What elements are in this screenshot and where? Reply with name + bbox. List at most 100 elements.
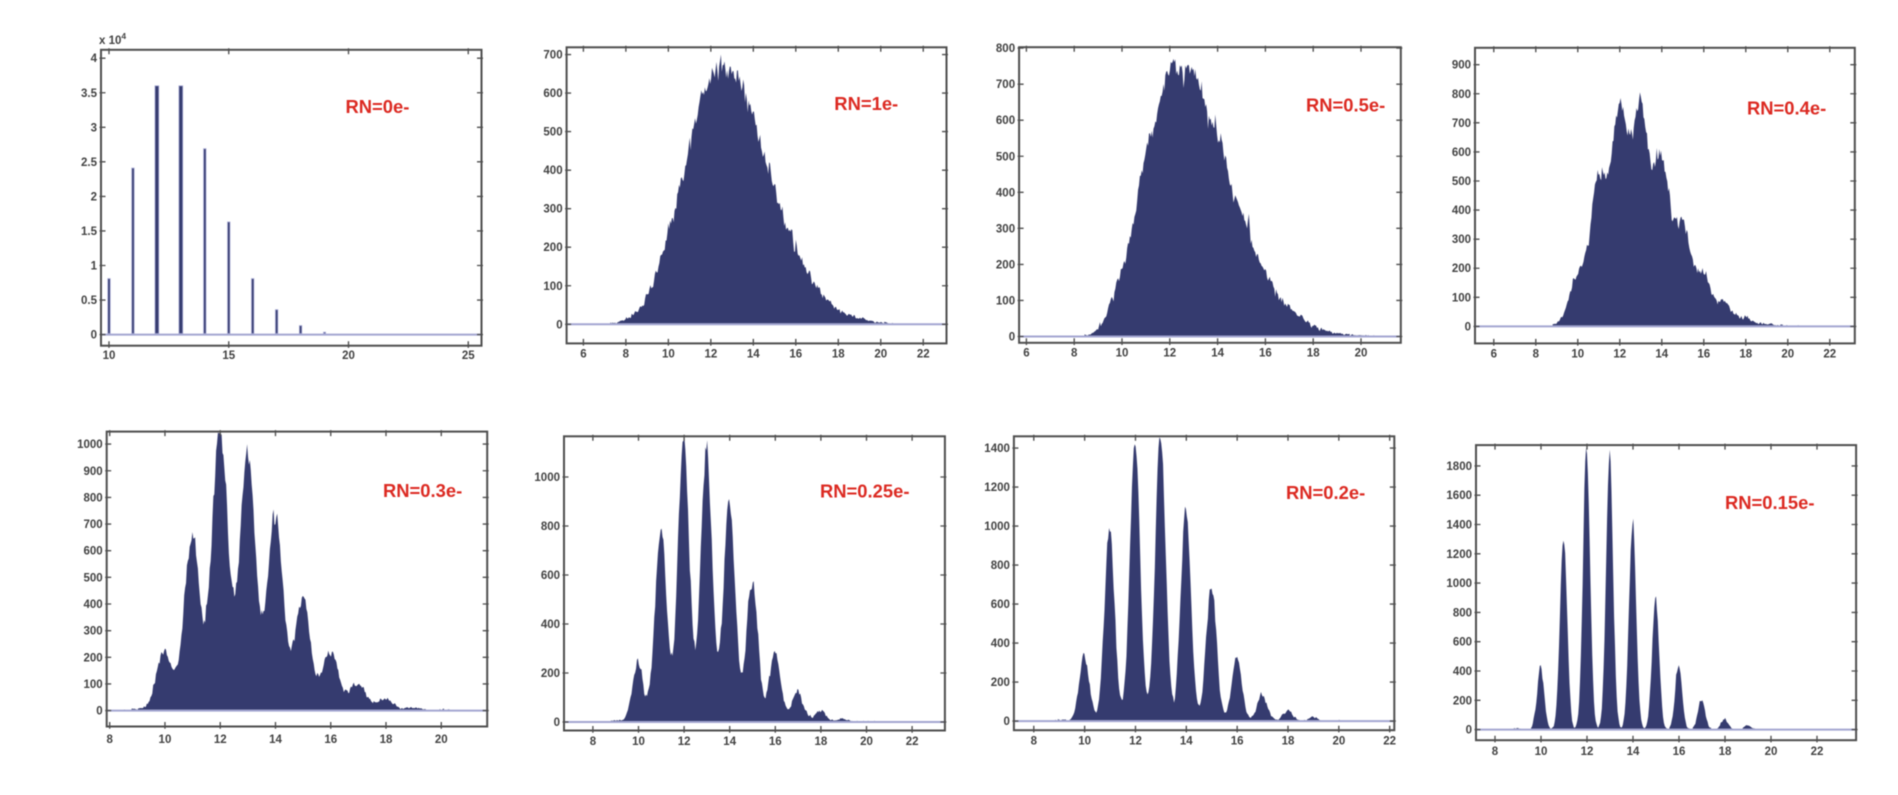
svg-text:500: 500 bbox=[1452, 176, 1471, 188]
svg-text:10: 10 bbox=[632, 736, 645, 748]
svg-text:800: 800 bbox=[996, 43, 1015, 55]
svg-text:20: 20 bbox=[1781, 349, 1794, 361]
svg-text:14: 14 bbox=[723, 736, 736, 748]
svg-text:2.5: 2.5 bbox=[81, 157, 98, 169]
svg-text:400: 400 bbox=[1453, 666, 1472, 678]
svg-text:100: 100 bbox=[1452, 292, 1471, 304]
svg-text:14: 14 bbox=[269, 734, 282, 746]
svg-text:6: 6 bbox=[1491, 349, 1497, 361]
svg-text:20: 20 bbox=[874, 349, 887, 361]
svg-text:800: 800 bbox=[1453, 607, 1472, 619]
svg-text:4: 4 bbox=[91, 53, 98, 65]
svg-text:14: 14 bbox=[747, 349, 760, 361]
svg-text:6: 6 bbox=[1023, 348, 1029, 360]
svg-text:1000: 1000 bbox=[77, 439, 103, 451]
svg-text:x 104: x 104 bbox=[99, 31, 126, 47]
svg-text:0: 0 bbox=[554, 717, 560, 729]
svg-text:500: 500 bbox=[543, 127, 562, 139]
svg-text:12: 12 bbox=[1581, 746, 1594, 758]
svg-text:200: 200 bbox=[541, 668, 560, 680]
svg-text:900: 900 bbox=[84, 466, 103, 478]
svg-text:20: 20 bbox=[435, 734, 448, 746]
svg-text:14: 14 bbox=[1180, 736, 1193, 748]
svg-text:16: 16 bbox=[1673, 746, 1686, 758]
svg-text:600: 600 bbox=[991, 599, 1010, 611]
svg-text:16: 16 bbox=[1259, 348, 1272, 360]
svg-text:400: 400 bbox=[996, 187, 1015, 199]
svg-text:8: 8 bbox=[590, 736, 597, 748]
svg-text:400: 400 bbox=[84, 599, 103, 611]
svg-text:12: 12 bbox=[704, 349, 717, 361]
svg-text:0.5: 0.5 bbox=[81, 295, 98, 307]
svg-text:RN=0.2e-: RN=0.2e- bbox=[1286, 482, 1365, 503]
svg-text:400: 400 bbox=[991, 638, 1010, 650]
svg-text:900: 900 bbox=[1452, 60, 1471, 72]
svg-text:0: 0 bbox=[91, 330, 97, 342]
svg-text:8: 8 bbox=[1492, 746, 1499, 758]
svg-text:200: 200 bbox=[543, 242, 562, 254]
svg-text:18: 18 bbox=[380, 734, 393, 746]
svg-text:0: 0 bbox=[1003, 716, 1009, 728]
svg-text:200: 200 bbox=[996, 259, 1015, 271]
svg-text:10: 10 bbox=[103, 350, 116, 362]
svg-text:14: 14 bbox=[1655, 349, 1668, 361]
svg-text:1200: 1200 bbox=[1446, 549, 1472, 561]
svg-text:14: 14 bbox=[1627, 746, 1640, 758]
svg-text:10: 10 bbox=[1116, 348, 1129, 360]
svg-text:1000: 1000 bbox=[1446, 578, 1472, 590]
svg-text:300: 300 bbox=[1452, 234, 1471, 246]
svg-text:8: 8 bbox=[1031, 736, 1038, 748]
svg-text:700: 700 bbox=[996, 79, 1015, 91]
svg-text:22: 22 bbox=[1823, 349, 1836, 361]
svg-text:10: 10 bbox=[662, 349, 675, 361]
svg-text:100: 100 bbox=[543, 281, 562, 293]
svg-text:16: 16 bbox=[769, 736, 782, 748]
svg-text:0: 0 bbox=[1465, 321, 1471, 333]
svg-text:300: 300 bbox=[84, 626, 103, 638]
svg-text:8: 8 bbox=[623, 349, 630, 361]
svg-text:8: 8 bbox=[1533, 349, 1540, 361]
svg-text:0: 0 bbox=[1466, 725, 1472, 737]
svg-text:14: 14 bbox=[1211, 348, 1224, 360]
svg-text:10: 10 bbox=[1571, 349, 1584, 361]
svg-text:1800: 1800 bbox=[1446, 461, 1472, 473]
svg-text:8: 8 bbox=[106, 734, 113, 746]
svg-text:20: 20 bbox=[1765, 746, 1778, 758]
svg-text:25: 25 bbox=[462, 350, 475, 362]
svg-text:20: 20 bbox=[860, 736, 873, 748]
svg-text:22: 22 bbox=[1383, 736, 1396, 748]
svg-text:300: 300 bbox=[543, 204, 562, 216]
svg-text:3: 3 bbox=[91, 122, 97, 134]
svg-text:10: 10 bbox=[159, 734, 172, 746]
svg-text:18: 18 bbox=[1739, 349, 1752, 361]
svg-text:22: 22 bbox=[1811, 746, 1824, 758]
svg-text:20: 20 bbox=[1355, 348, 1368, 360]
svg-text:16: 16 bbox=[324, 734, 337, 746]
svg-text:800: 800 bbox=[991, 560, 1010, 572]
svg-text:500: 500 bbox=[84, 572, 103, 584]
svg-text:300: 300 bbox=[996, 223, 1015, 235]
svg-text:1.5: 1.5 bbox=[81, 226, 98, 238]
svg-text:800: 800 bbox=[541, 521, 560, 533]
svg-text:8: 8 bbox=[1071, 348, 1078, 360]
svg-text:12: 12 bbox=[1163, 348, 1176, 360]
svg-text:700: 700 bbox=[1452, 118, 1471, 130]
svg-text:16: 16 bbox=[1231, 736, 1244, 748]
svg-text:12: 12 bbox=[1613, 349, 1626, 361]
svg-text:22: 22 bbox=[917, 349, 930, 361]
svg-text:18: 18 bbox=[815, 736, 828, 748]
svg-text:800: 800 bbox=[84, 492, 103, 504]
svg-text:200: 200 bbox=[84, 652, 103, 664]
svg-text:12: 12 bbox=[214, 734, 227, 746]
svg-text:RN=1e-: RN=1e- bbox=[834, 93, 898, 114]
svg-text:1: 1 bbox=[91, 261, 98, 273]
svg-text:600: 600 bbox=[84, 546, 103, 558]
svg-text:600: 600 bbox=[541, 570, 560, 582]
svg-text:15: 15 bbox=[222, 350, 235, 362]
svg-text:12: 12 bbox=[678, 736, 691, 748]
svg-text:16: 16 bbox=[1697, 349, 1710, 361]
svg-text:1600: 1600 bbox=[1446, 490, 1472, 502]
svg-text:RN=0e-: RN=0e- bbox=[346, 96, 410, 117]
svg-text:18: 18 bbox=[832, 349, 845, 361]
svg-text:RN=0.15e-: RN=0.15e- bbox=[1725, 492, 1814, 513]
